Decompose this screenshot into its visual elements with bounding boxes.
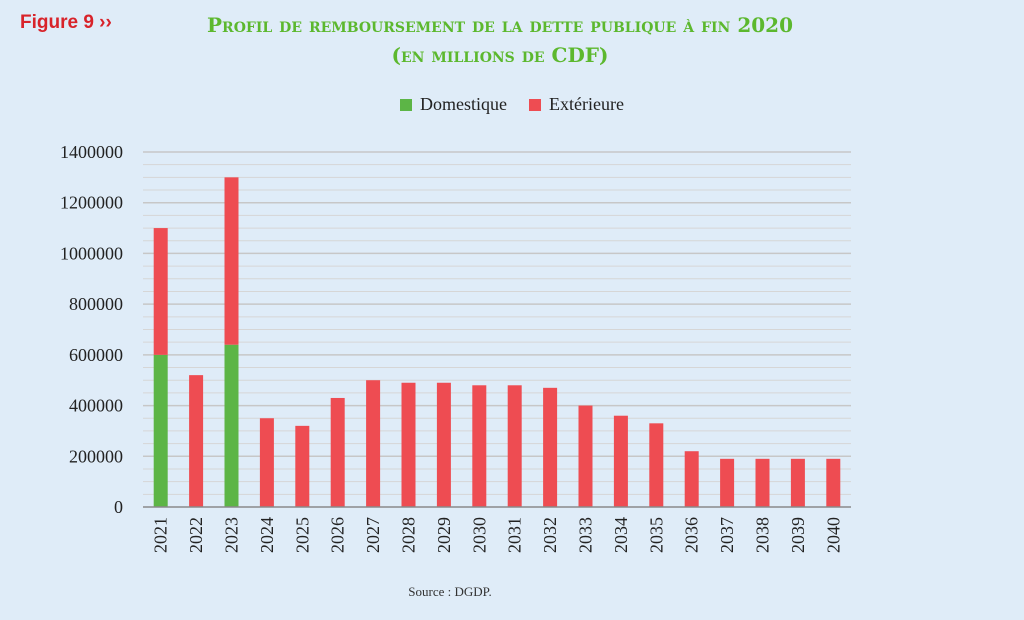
legend-label-exterieure: Extérieure [549,94,624,114]
bar-exterieure-2021 [153,228,168,355]
bar-exterieure-2027 [366,380,381,507]
y-tick-label: 1200000 [60,193,123,213]
x-tick-label: 2032 [540,517,560,553]
bar-exterieure-2023 [224,177,239,345]
bar-exterieure-2035 [649,423,664,507]
x-tick-label: 2031 [505,517,525,553]
x-tick-label: 2023 [222,517,242,553]
x-tick-label: 2022 [186,517,206,553]
y-tick-label: 600000 [69,345,123,365]
bar-domestique-2023 [224,344,239,507]
bar-exterieure-2037 [720,458,735,507]
legend-swatch-exterieure [529,98,542,111]
x-tick-label: 2030 [469,517,489,553]
x-tick-label: 2024 [257,517,277,553]
bar-exterieure-2039 [790,458,805,507]
y-tick-label: 800000 [69,294,123,314]
bar-exterieure-2030 [472,385,487,507]
legend-item-exterieure: Extérieure [529,94,624,115]
bar-exterieure-2033 [578,405,593,507]
x-tick-label: 2037 [717,517,737,553]
y-tick-label: 1000000 [60,243,123,263]
bar-exterieure-2040 [826,458,841,507]
x-tick-label: 2039 [788,517,808,553]
bar-exterieure-2036 [684,451,699,507]
x-tick-label: 2021 [151,517,171,553]
legend-swatch-domestique [400,98,413,111]
chart-title-line-1: Profil de remboursement de la dette publ… [207,13,793,37]
bar-domestique-2021 [153,354,168,507]
figure-label: Figure 9 ›› [20,12,112,33]
x-tick-label: 2035 [646,517,666,553]
x-tick-label: 2028 [399,517,419,553]
bar-exterieure-2032 [543,387,558,507]
y-tick-label: 400000 [69,396,123,416]
chart-legend: Domestique Extérieure [0,94,1024,115]
x-tick-label: 2034 [611,517,631,553]
x-tick-label: 2026 [328,517,348,553]
source-note: Source : DGDP. [408,584,492,599]
bar-exterieure-2034 [613,415,628,507]
x-tick-label: 2036 [682,517,702,553]
bar-exterieure-2038 [755,458,770,507]
legend-label-domestique: Domestique [420,94,508,114]
y-tick-label: 200000 [69,446,123,466]
x-tick-label: 2025 [292,517,312,553]
x-tick-label: 2033 [576,517,596,553]
bar-exterieure-2022 [189,375,204,507]
x-tick-label: 2038 [753,517,773,553]
bar-exterieure-2028 [401,382,416,507]
y-tick-label: 1400000 [60,142,123,162]
legend-item-domestique: Domestique [400,94,507,115]
chart-title: Profil de remboursement de la dette publ… [120,10,880,70]
bar-exterieure-2031 [507,385,522,507]
x-tick-label: 2029 [434,517,454,553]
y-tick-label: 0 [114,497,123,517]
x-tick-label: 2027 [363,517,383,553]
bar-exterieure-2029 [436,382,451,507]
bar-exterieure-2025 [295,425,310,507]
chart-title-line-2: (en millions de CDF) [391,43,609,67]
x-tick-label: 2040 [823,517,843,553]
bar-exterieure-2026 [330,397,345,507]
bar-exterieure-2024 [259,418,274,507]
